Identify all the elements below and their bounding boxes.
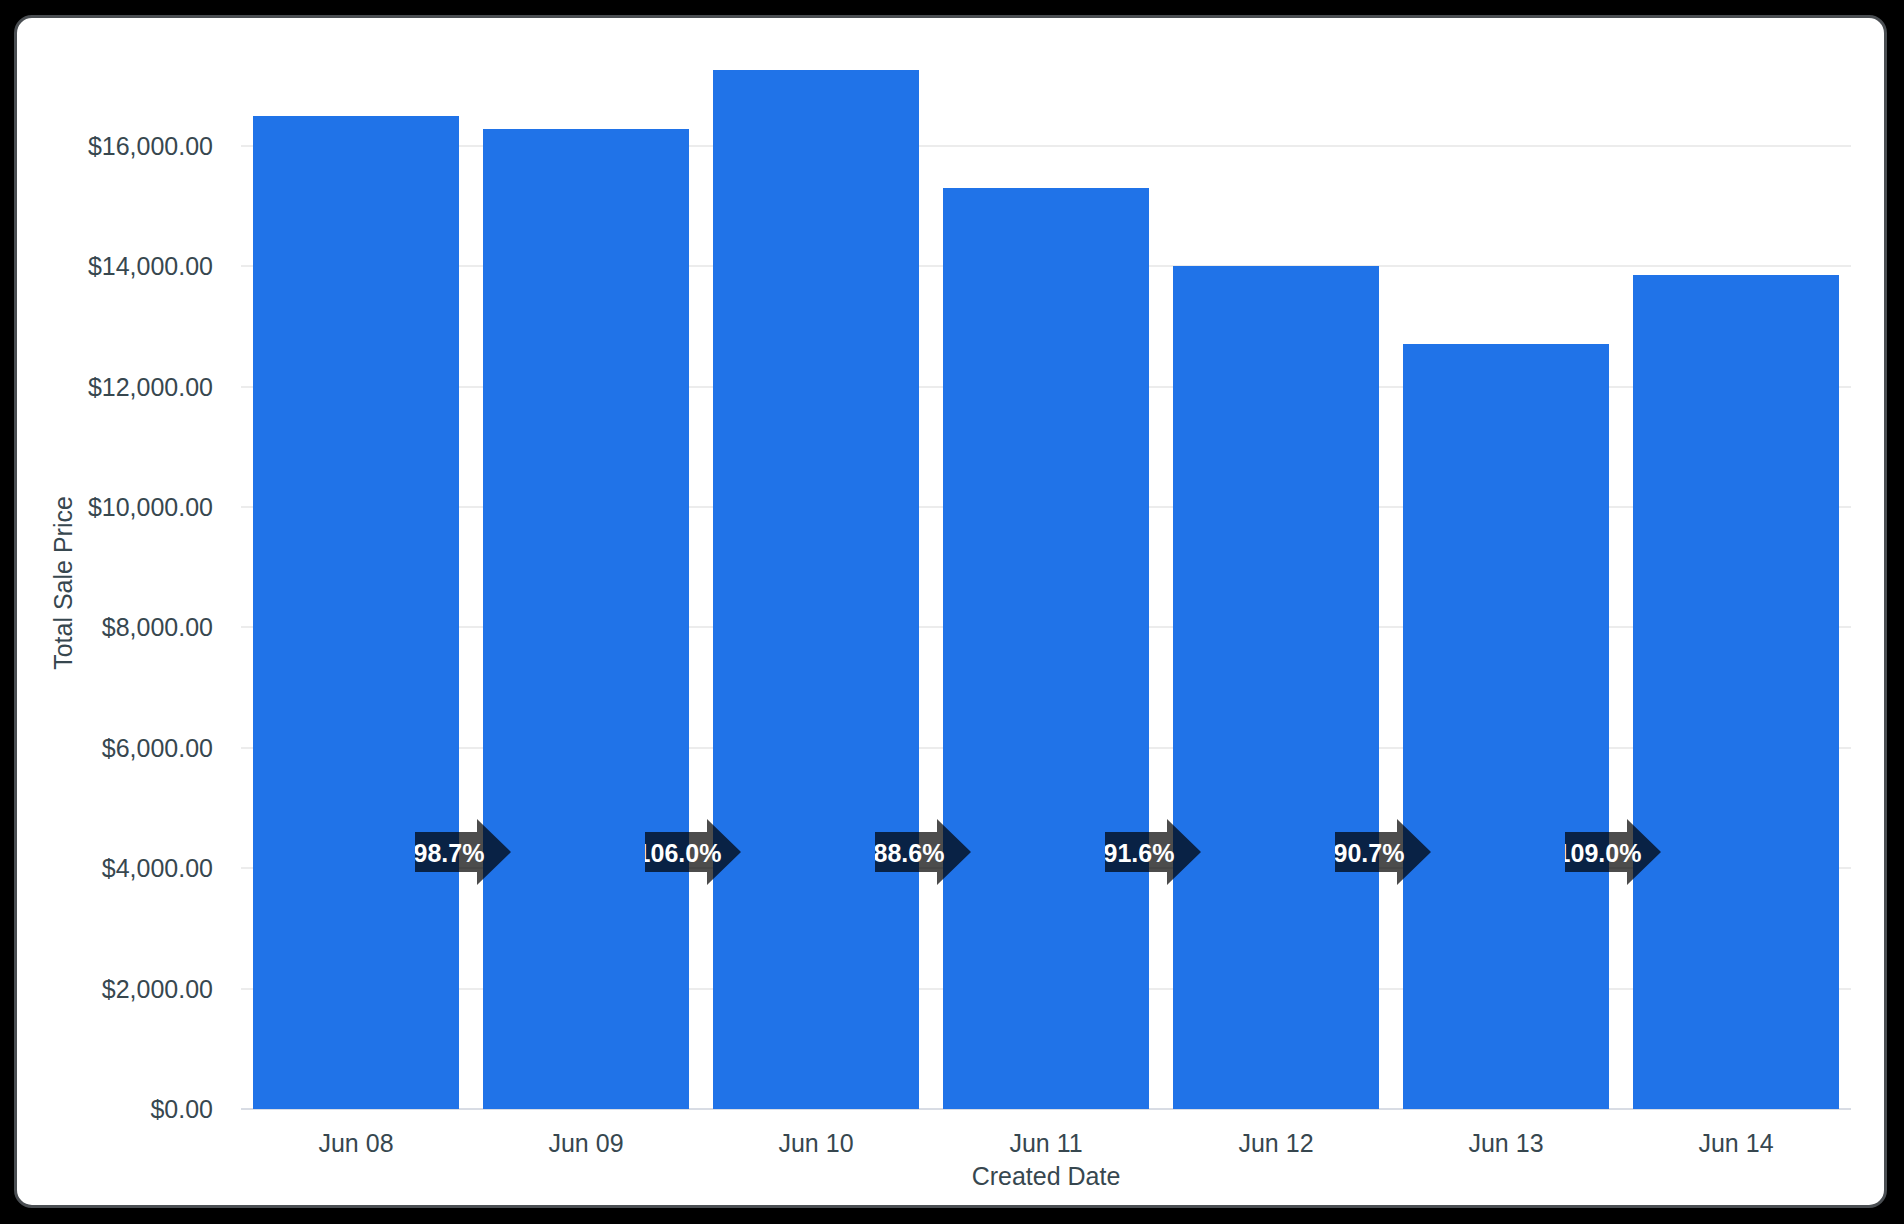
percent-change-arrow: 90.7% — [1335, 819, 1431, 885]
percent-change-arrow: 106.0% — [645, 819, 741, 885]
percent-change-arrow: 109.0% — [1565, 819, 1661, 885]
percent-change-label: 98.7% — [415, 839, 484, 867]
percent-change-label: 109.0% — [1565, 839, 1641, 867]
percent-change-label: 106.0% — [645, 839, 721, 867]
percent-change-arrow: 91.6% — [1105, 819, 1201, 885]
percent-change-label: 88.6% — [875, 839, 944, 867]
chart-card: $0.00$2,000.00$4,000.00$6,000.00$8,000.0… — [14, 15, 1887, 1208]
percent-change-label: 91.6% — [1105, 839, 1174, 867]
y-axis-title: Total Sale Price — [48, 496, 78, 670]
percent-change-arrow: 98.7% — [415, 819, 511, 885]
percent-change-label: 90.7% — [1335, 839, 1404, 867]
x-axis-title: Created Date — [972, 1161, 1121, 1191]
percent-arrows-layer: 98.7% 106.0% 88.6% 91.6% 90.7% 109.0% — [17, 18, 1884, 1205]
percent-change-arrow: 88.6% — [875, 819, 971, 885]
page-background: { "chart": { "y_axis_title": "Total Sale… — [0, 0, 1904, 1224]
